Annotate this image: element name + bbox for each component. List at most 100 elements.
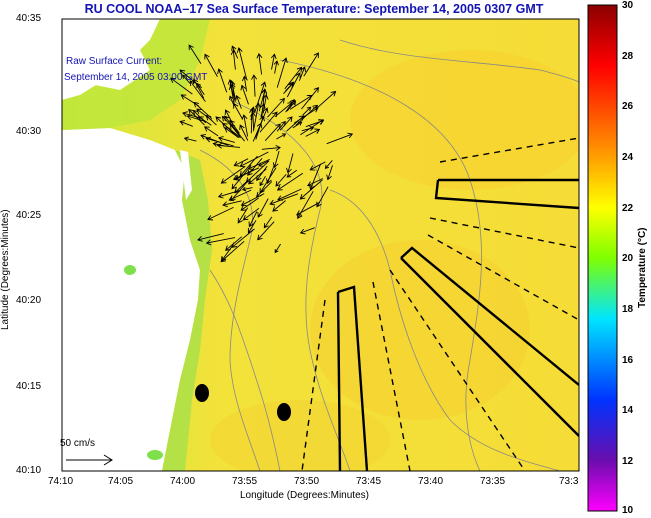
current-arrow [205,237,236,246]
transect-lines [301,137,579,471]
x-tick: 73:55 [232,476,258,487]
current-arrow [179,120,193,127]
current-arrow [272,200,286,212]
current-arrow [234,179,249,194]
current-arrow [241,75,248,92]
current-arrow [230,180,249,202]
current-arrow [301,125,315,132]
current-arrow [188,44,202,65]
current-arrow [286,169,298,178]
current-arrow [286,100,297,112]
current-arrow [170,77,193,95]
x-tick: 73:40 [418,476,444,487]
y-axis-title: Latitude (Degrees:Minutes) [0,209,11,330]
colorbar-tick: 14 [622,405,634,416]
scale-label: 50 cm/s [60,438,96,449]
current-arrow [326,132,354,145]
colorbar-tick: 18 [622,304,634,315]
current-arrow [286,72,301,98]
current-arrow [240,193,265,207]
current-arrow [266,164,275,185]
current-arrow [296,201,321,216]
current-arrow [303,52,319,77]
current-arrow [263,216,273,229]
current-arrow [254,81,267,113]
colorbar-title: Temperature (°C) [637,227,648,309]
current-arrow [256,52,263,75]
colorbar [587,4,618,512]
current-arrow [248,168,267,185]
current-arrow [247,158,270,170]
current-arrow [236,47,247,79]
current-arrow [204,53,218,77]
current-arrow [216,142,241,149]
current-arrow [197,233,224,242]
x-axis-title: Longitude (Degrees:Minutes) [240,490,369,501]
current-arrow [275,174,287,187]
current-arrow [267,97,285,118]
current-arrow [272,150,280,169]
current-arrow [257,198,269,218]
y-tick: 40:15 [16,381,42,392]
current-arrow [251,74,258,97]
current-arrow [317,90,337,108]
current-arrow [241,114,249,137]
current-arrow [203,126,219,137]
y-tick: 40:35 [16,13,42,24]
scale-arrow [66,454,113,466]
y-tick: 40:10 [16,465,42,476]
current-arrow [259,175,266,187]
current-arrow [231,165,252,190]
station-marker [195,384,209,402]
y-tick: 40:20 [16,295,42,306]
current-arrow [286,153,294,174]
warm-patch [310,240,530,420]
current-arrow [276,57,288,88]
current-arrow [302,106,312,116]
y-tick: 40:30 [16,126,42,137]
current-arrow [182,74,191,84]
sandy-hook [180,150,192,200]
current-arrow [240,197,259,211]
current-arrow [217,68,228,93]
current-arrow [221,115,237,132]
surface-current-vectors [170,44,354,263]
current-arrow [324,160,333,170]
bathymetry-contours [199,39,579,471]
current-arrow [222,122,241,139]
nearshore-cool-band [162,150,212,471]
current-arrow [241,186,253,192]
current-arrow [299,179,323,200]
y-tick: 40:25 [16,210,42,221]
current-arrow [183,136,197,142]
x-tick: 73:35 [480,476,506,487]
green-patch [124,265,136,275]
x-tick: 73:50 [294,476,320,487]
land-new-jersey [62,128,200,471]
current-arrow [279,116,293,131]
current-arrow [273,60,279,74]
current-arrow [225,236,242,251]
current-arrow [232,167,260,181]
colorbar-tick: 16 [622,355,634,366]
current-legend-date: September 14, 2005 03:00 GMT [64,72,208,83]
current-arrow [220,240,245,263]
map-title: RU COOL NOAA–17 Sea Surface Temperature:… [84,2,544,16]
x-tick: 74:05 [108,476,134,487]
current-arrow [257,221,275,241]
current-arrow [230,49,237,70]
current-arrow [179,69,202,89]
current-arrow [248,211,258,228]
station-marker [277,403,291,421]
current-arrow [276,133,287,140]
current-arrow [316,186,329,208]
map-frame [61,18,580,472]
current-arrow [286,115,305,132]
current-arrow [222,200,242,208]
current-arrow [255,115,265,140]
warm-patch [350,50,579,190]
current-arrow [217,136,235,143]
current-arrow [227,78,235,105]
current-arrow [307,178,324,187]
